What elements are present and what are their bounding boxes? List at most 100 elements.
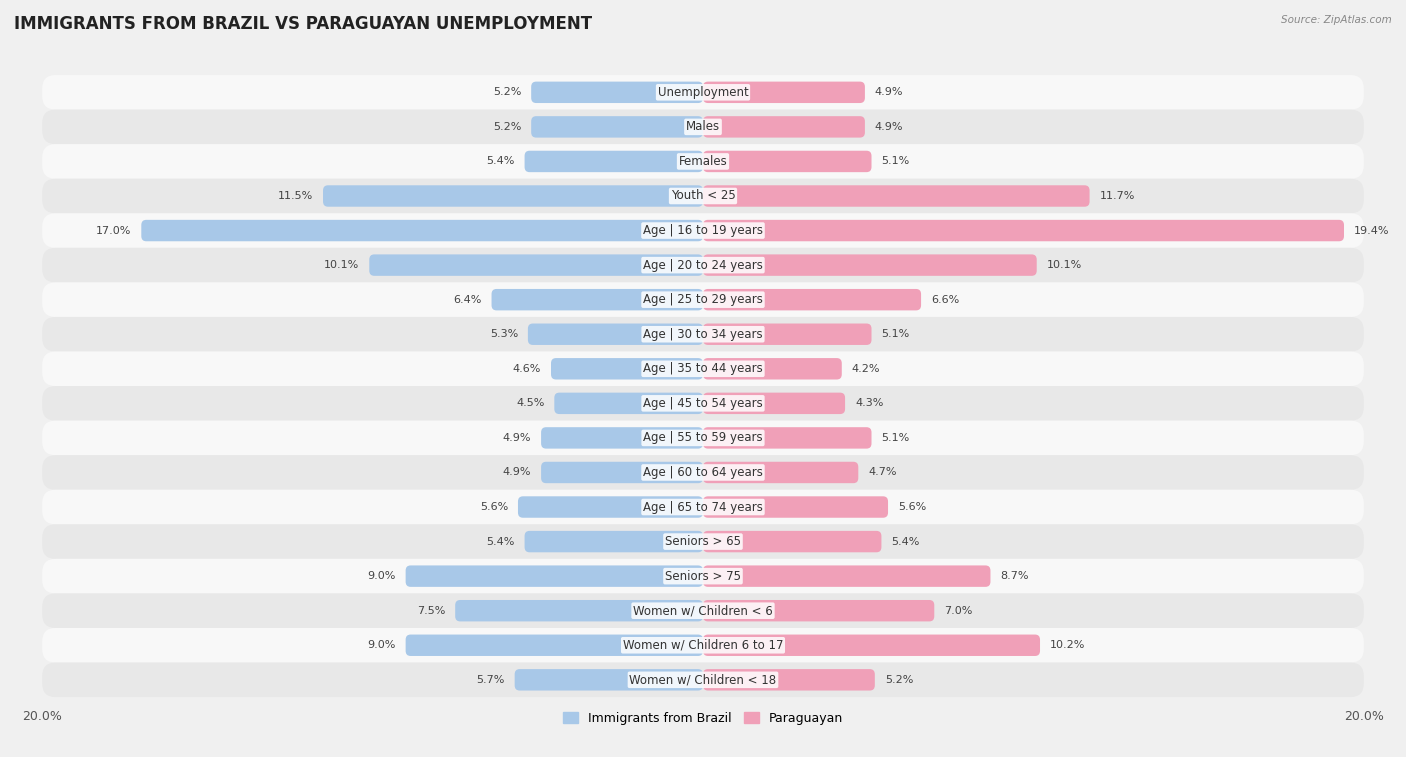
Text: 19.4%: 19.4% — [1354, 226, 1389, 235]
FancyBboxPatch shape — [703, 669, 875, 690]
FancyBboxPatch shape — [703, 634, 1040, 656]
FancyBboxPatch shape — [42, 525, 1364, 559]
Text: 5.7%: 5.7% — [477, 674, 505, 685]
FancyBboxPatch shape — [703, 82, 865, 103]
FancyBboxPatch shape — [703, 393, 845, 414]
Text: 4.3%: 4.3% — [855, 398, 883, 408]
FancyBboxPatch shape — [42, 490, 1364, 525]
FancyBboxPatch shape — [370, 254, 703, 276]
Text: Seniors > 75: Seniors > 75 — [665, 570, 741, 583]
Text: 5.1%: 5.1% — [882, 329, 910, 339]
Text: 5.2%: 5.2% — [884, 674, 912, 685]
FancyBboxPatch shape — [703, 600, 934, 621]
Text: Women w/ Children < 18: Women w/ Children < 18 — [630, 673, 776, 687]
Text: Youth < 25: Youth < 25 — [671, 189, 735, 202]
Text: 9.0%: 9.0% — [367, 571, 395, 581]
Text: Age | 25 to 29 years: Age | 25 to 29 years — [643, 293, 763, 306]
FancyBboxPatch shape — [524, 151, 703, 172]
Text: 7.0%: 7.0% — [945, 606, 973, 615]
FancyBboxPatch shape — [515, 669, 703, 690]
Text: Source: ZipAtlas.com: Source: ZipAtlas.com — [1281, 15, 1392, 25]
FancyBboxPatch shape — [541, 427, 703, 449]
Text: 5.3%: 5.3% — [489, 329, 517, 339]
Text: IMMIGRANTS FROM BRAZIL VS PARAGUAYAN UNEMPLOYMENT: IMMIGRANTS FROM BRAZIL VS PARAGUAYAN UNE… — [14, 15, 592, 33]
FancyBboxPatch shape — [42, 213, 1364, 248]
FancyBboxPatch shape — [703, 531, 882, 553]
FancyBboxPatch shape — [492, 289, 703, 310]
Text: 11.5%: 11.5% — [278, 191, 314, 201]
FancyBboxPatch shape — [703, 289, 921, 310]
Text: 6.4%: 6.4% — [453, 294, 482, 304]
Text: 5.1%: 5.1% — [882, 157, 910, 167]
Text: 10.1%: 10.1% — [325, 260, 360, 270]
FancyBboxPatch shape — [703, 462, 858, 483]
FancyBboxPatch shape — [703, 427, 872, 449]
Text: 4.9%: 4.9% — [503, 433, 531, 443]
Text: Age | 30 to 34 years: Age | 30 to 34 years — [643, 328, 763, 341]
Text: 5.4%: 5.4% — [486, 157, 515, 167]
Text: Females: Females — [679, 155, 727, 168]
FancyBboxPatch shape — [703, 254, 1036, 276]
FancyBboxPatch shape — [42, 628, 1364, 662]
FancyBboxPatch shape — [703, 185, 1090, 207]
Text: Women w/ Children 6 to 17: Women w/ Children 6 to 17 — [623, 639, 783, 652]
Text: 5.4%: 5.4% — [891, 537, 920, 547]
Text: Age | 55 to 59 years: Age | 55 to 59 years — [643, 431, 763, 444]
FancyBboxPatch shape — [554, 393, 703, 414]
Text: 11.7%: 11.7% — [1099, 191, 1135, 201]
Text: 5.4%: 5.4% — [486, 537, 515, 547]
FancyBboxPatch shape — [517, 497, 703, 518]
FancyBboxPatch shape — [551, 358, 703, 379]
FancyBboxPatch shape — [42, 351, 1364, 386]
Text: Age | 45 to 54 years: Age | 45 to 54 years — [643, 397, 763, 410]
FancyBboxPatch shape — [42, 559, 1364, 593]
FancyBboxPatch shape — [703, 565, 990, 587]
FancyBboxPatch shape — [42, 75, 1364, 110]
Text: 5.2%: 5.2% — [494, 122, 522, 132]
Text: 4.9%: 4.9% — [503, 468, 531, 478]
FancyBboxPatch shape — [703, 151, 872, 172]
FancyBboxPatch shape — [42, 282, 1364, 317]
Text: Age | 16 to 19 years: Age | 16 to 19 years — [643, 224, 763, 237]
FancyBboxPatch shape — [42, 317, 1364, 351]
FancyBboxPatch shape — [527, 323, 703, 345]
Text: 7.5%: 7.5% — [418, 606, 446, 615]
FancyBboxPatch shape — [524, 531, 703, 553]
FancyBboxPatch shape — [456, 600, 703, 621]
FancyBboxPatch shape — [42, 662, 1364, 697]
Text: 10.1%: 10.1% — [1046, 260, 1081, 270]
FancyBboxPatch shape — [703, 497, 889, 518]
FancyBboxPatch shape — [42, 110, 1364, 144]
FancyBboxPatch shape — [703, 358, 842, 379]
Text: 17.0%: 17.0% — [96, 226, 131, 235]
Text: Age | 65 to 74 years: Age | 65 to 74 years — [643, 500, 763, 513]
Text: 4.9%: 4.9% — [875, 87, 903, 98]
FancyBboxPatch shape — [42, 455, 1364, 490]
FancyBboxPatch shape — [405, 634, 703, 656]
FancyBboxPatch shape — [42, 386, 1364, 421]
Text: Age | 60 to 64 years: Age | 60 to 64 years — [643, 466, 763, 479]
Text: 9.0%: 9.0% — [367, 640, 395, 650]
Text: 5.6%: 5.6% — [898, 502, 927, 512]
Text: 4.7%: 4.7% — [868, 468, 897, 478]
Text: 4.6%: 4.6% — [513, 364, 541, 374]
Text: Unemployment: Unemployment — [658, 86, 748, 99]
FancyBboxPatch shape — [703, 220, 1344, 241]
Text: 4.5%: 4.5% — [516, 398, 544, 408]
Text: 5.6%: 5.6% — [479, 502, 508, 512]
FancyBboxPatch shape — [531, 82, 703, 103]
FancyBboxPatch shape — [703, 116, 865, 138]
FancyBboxPatch shape — [703, 323, 872, 345]
Text: 10.2%: 10.2% — [1050, 640, 1085, 650]
Text: Women w/ Children < 6: Women w/ Children < 6 — [633, 604, 773, 617]
FancyBboxPatch shape — [405, 565, 703, 587]
Text: 6.6%: 6.6% — [931, 294, 959, 304]
Text: Seniors > 65: Seniors > 65 — [665, 535, 741, 548]
Text: 5.1%: 5.1% — [882, 433, 910, 443]
FancyBboxPatch shape — [42, 593, 1364, 628]
Text: Age | 35 to 44 years: Age | 35 to 44 years — [643, 363, 763, 375]
FancyBboxPatch shape — [42, 248, 1364, 282]
Text: 5.2%: 5.2% — [494, 87, 522, 98]
FancyBboxPatch shape — [42, 179, 1364, 213]
FancyBboxPatch shape — [531, 116, 703, 138]
